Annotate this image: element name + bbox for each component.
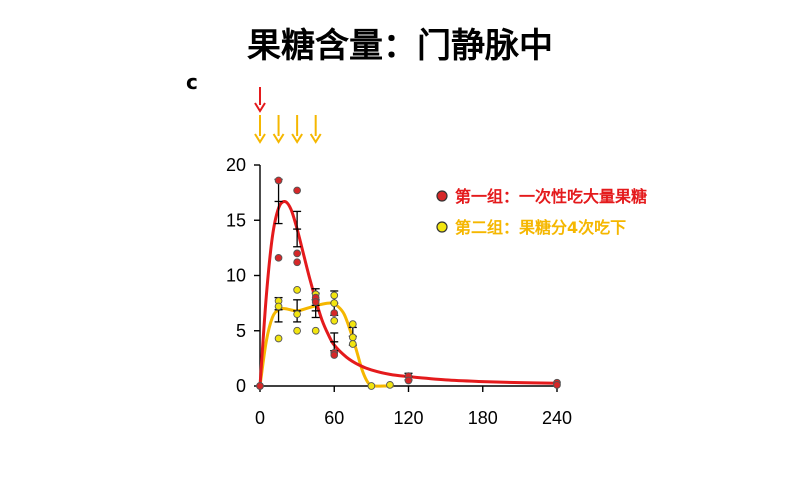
red-data-point — [330, 309, 339, 317]
yellow-data-point — [330, 299, 339, 307]
error-bars — [274, 178, 413, 381]
red-data-point — [553, 381, 561, 389]
yellow-series-curve — [258, 301, 394, 388]
red-data-point — [256, 382, 264, 390]
panel-label: c — [186, 70, 198, 94]
red-data-point — [293, 258, 301, 267]
axes: 0 5 10 15 20 0 60 120 180 240 — [226, 155, 572, 428]
y-tick-label: 5 — [236, 321, 246, 341]
red-data-point — [311, 298, 320, 306]
yellow-data-point — [348, 333, 357, 342]
red-legend-marker — [436, 190, 448, 202]
x-tick-label: 120 — [393, 408, 423, 428]
yellow-data-point — [293, 326, 301, 335]
dosing-arrows — [254, 87, 322, 144]
yellow-data-point — [293, 310, 301, 319]
y-tick-label: 0 — [236, 376, 246, 396]
yellow-legend-label: 第二组：果糖分4次吃下 — [455, 218, 626, 237]
y-tick-label: 20 — [226, 155, 246, 175]
x-tick-label: 180 — [468, 408, 498, 428]
x-tick-label: 60 — [324, 408, 344, 428]
red-data-point — [274, 253, 283, 262]
red-data-point — [293, 249, 301, 258]
yellow-data-point — [386, 381, 394, 389]
yellow-dose-arrow-head — [272, 133, 285, 144]
yellow-data-point — [348, 320, 357, 328]
red-data-point — [404, 376, 413, 385]
x-tick-label: 240 — [542, 408, 572, 428]
yellow-data-point — [274, 302, 283, 311]
yellow-legend-marker — [436, 221, 448, 233]
y-tick-label: 10 — [226, 266, 246, 286]
yellow-data-point — [274, 334, 283, 343]
yellow-data-point — [311, 326, 320, 335]
x-tick-label: 0 — [255, 408, 265, 428]
yellow-data-point — [348, 340, 357, 348]
red-dose-arrow-head — [254, 102, 266, 113]
red-data-point — [274, 176, 283, 185]
yellow-data-point — [330, 316, 339, 325]
red-legend-label: 第一组：一次性吃大量果糖 — [455, 187, 647, 206]
data-points — [256, 176, 561, 390]
yellow-data-point — [330, 291, 339, 300]
red-series-curve — [258, 199, 558, 387]
red-data-point — [293, 186, 301, 195]
yellow-dose-arrow-head — [254, 133, 266, 144]
yellow-dose-arrow-head — [291, 133, 303, 144]
yellow-data-point — [293, 286, 301, 294]
y-tick-label: 15 — [226, 210, 246, 230]
yellow-data-point — [367, 382, 376, 390]
yellow-dose-arrow-head — [309, 133, 322, 144]
red-data-point — [330, 351, 339, 359]
chart-title: 果糖含量：门静脉中 — [247, 26, 553, 66]
